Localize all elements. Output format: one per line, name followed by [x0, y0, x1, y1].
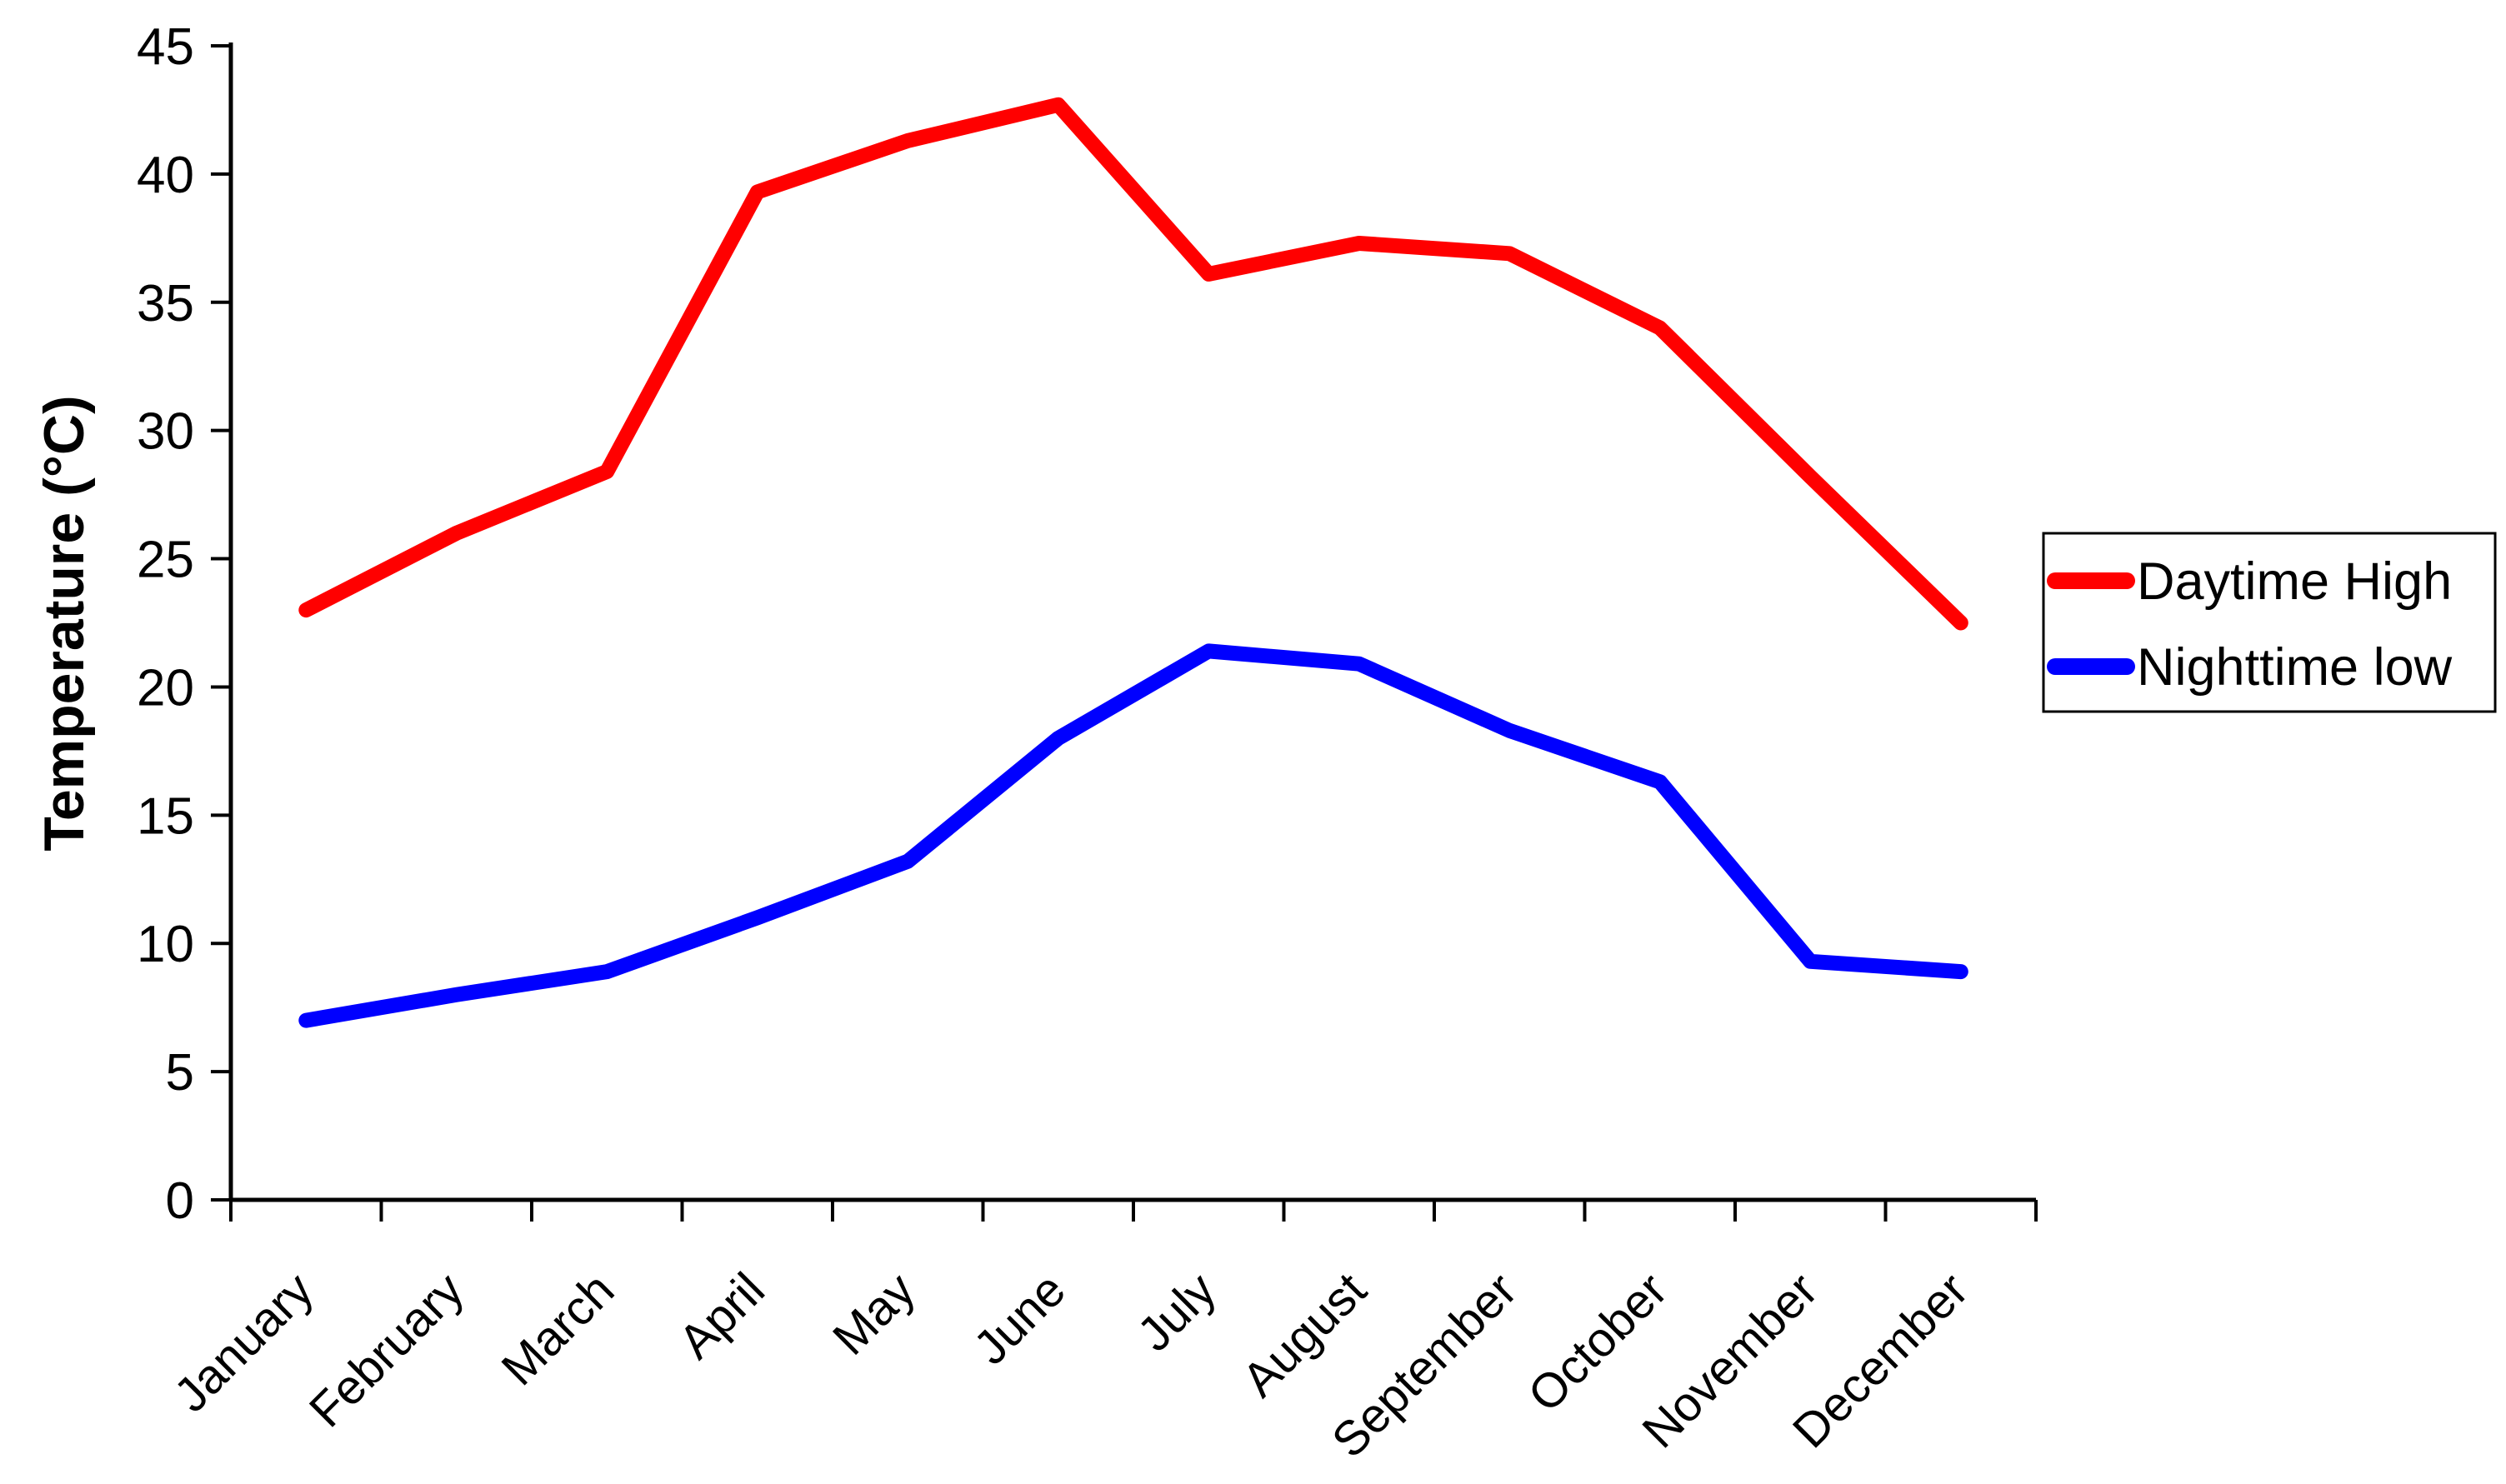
y-tick-label-35: 35 — [137, 275, 194, 332]
series-line-nighttime-low — [298, 643, 1968, 1028]
x-tick-label-june: June — [963, 1262, 1076, 1375]
x-tick-label-august: August — [1232, 1262, 1377, 1407]
y-tick-label-20: 20 — [137, 659, 194, 717]
x-tick-label-may: May — [823, 1262, 925, 1365]
y-axis-title: Temperature (°C) — [33, 395, 96, 851]
y-tick-label-15: 15 — [137, 787, 194, 845]
x-tick-label-april: April — [668, 1262, 775, 1369]
y-tick-label-45: 45 — [137, 18, 194, 76]
y-tick-label-5: 5 — [166, 1044, 194, 1102]
x-tick-label-july: July — [1128, 1262, 1227, 1362]
y-tick-label-0: 0 — [166, 1172, 194, 1230]
y-tick-label-30: 30 — [137, 403, 194, 461]
x-tick-label-february: February — [299, 1262, 474, 1437]
x-tick-label-march: March — [492, 1262, 625, 1396]
y-tick-label-25: 25 — [137, 532, 194, 589]
series-line-daytime-high — [298, 97, 1968, 631]
y-tick-label-40: 40 — [137, 147, 194, 204]
y-tick-label-10: 10 — [137, 916, 194, 973]
legend-label-nighttime-low: Nighttime low — [2137, 638, 2453, 697]
legend-label-daytime-high: Daytime High — [2137, 552, 2452, 611]
legend-box — [2042, 532, 2497, 713]
